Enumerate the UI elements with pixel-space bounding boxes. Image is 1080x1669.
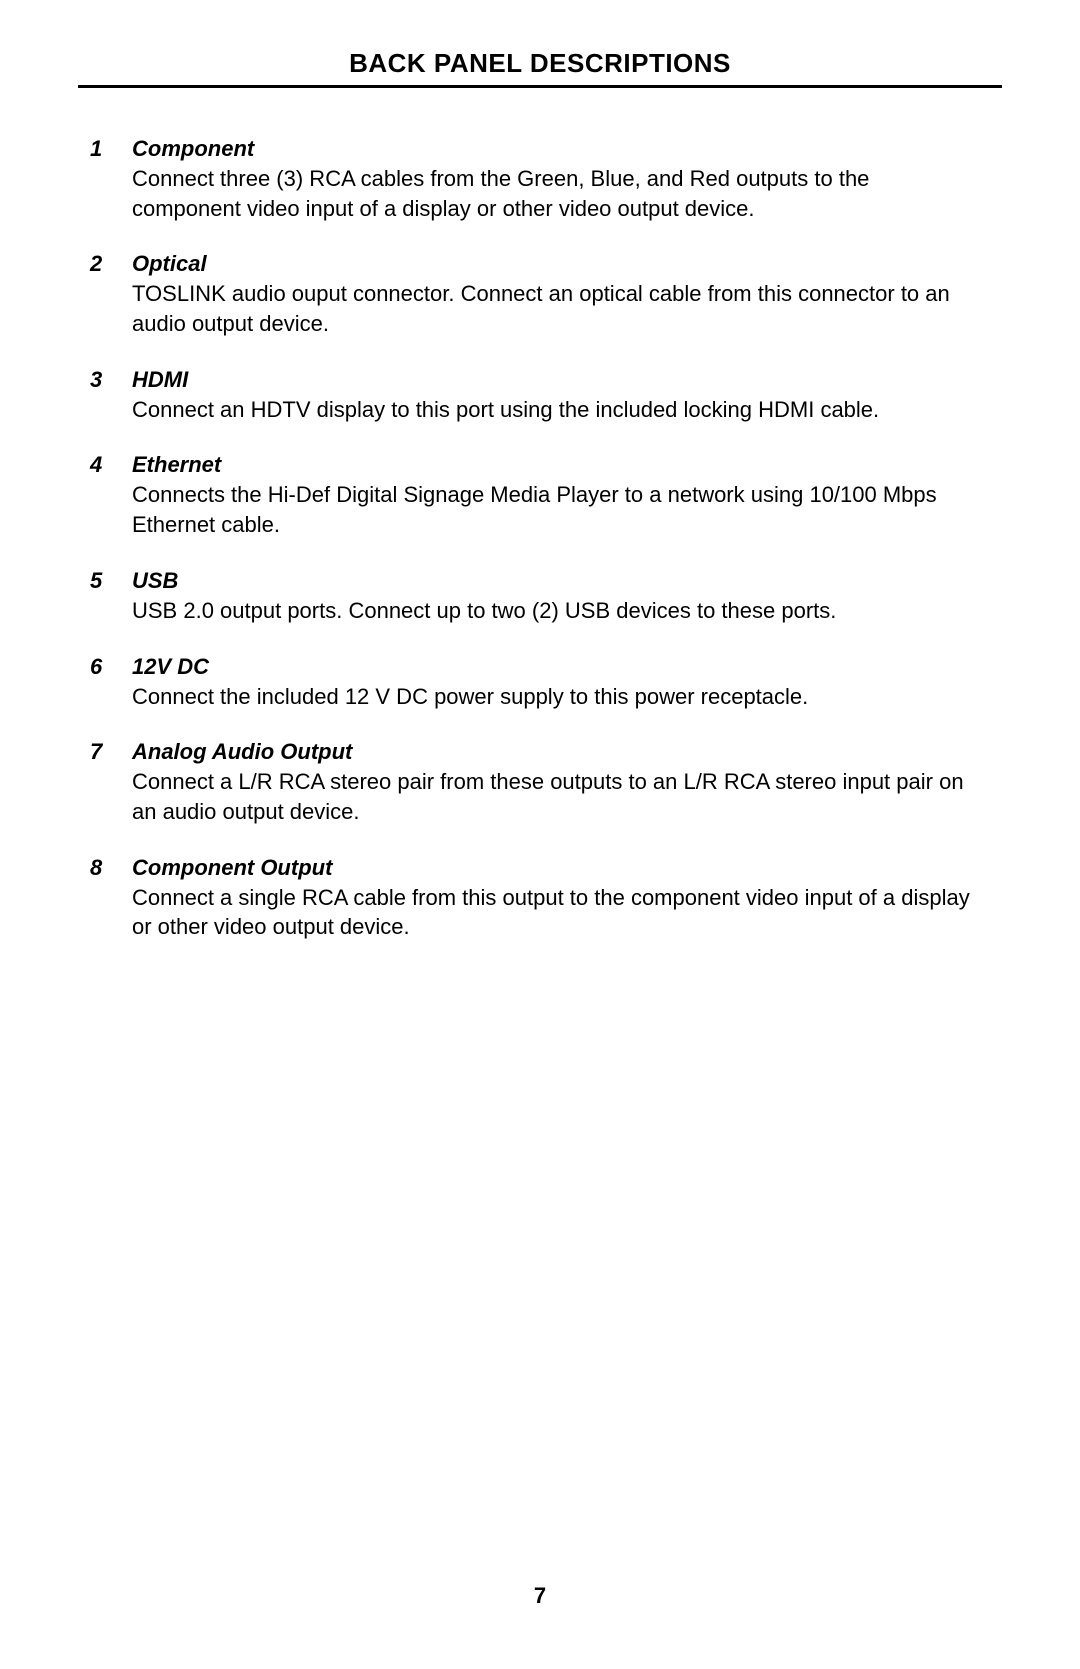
item-content: Analog Audio Output Connect a L/R RCA st… [132, 739, 982, 826]
item-number: 4 [90, 452, 132, 478]
item-row: 4 Ethernet Connects the Hi-Def Digital S… [90, 452, 982, 539]
item-row: 2 Optical TOSLINK audio ouput connector.… [90, 251, 982, 338]
item-number: 6 [90, 654, 132, 680]
item-row: 8 Component Output Connect a single RCA … [90, 855, 982, 942]
item-content: Component Output Connect a single RCA ca… [132, 855, 982, 942]
item-description: Connect a L/R RCA stereo pair from these… [132, 767, 982, 826]
item-row: 6 12V DC Connect the included 12 V DC po… [90, 654, 982, 712]
page-container: BACK PANEL DESCRIPTIONS 1 Component Conn… [0, 0, 1080, 942]
item-description: TOSLINK audio ouput connector. Connect a… [132, 279, 982, 338]
item-description: Connect an HDTV display to this port usi… [132, 395, 982, 425]
items-list: 1 Component Connect three (3) RCA cables… [78, 136, 1002, 942]
item-number: 3 [90, 367, 132, 393]
item-title: Component [132, 136, 982, 162]
item-content: Component Connect three (3) RCA cables f… [132, 136, 982, 223]
item-number: 8 [90, 855, 132, 881]
item-description: USB 2.0 output ports. Connect up to two … [132, 596, 982, 626]
item-title: Optical [132, 251, 982, 277]
item-number: 2 [90, 251, 132, 277]
item-number: 7 [90, 739, 132, 765]
item-row: 7 Analog Audio Output Connect a L/R RCA … [90, 739, 982, 826]
item-title: HDMI [132, 367, 982, 393]
item-content: Ethernet Connects the Hi-Def Digital Sig… [132, 452, 982, 539]
item-content: HDMI Connect an HDTV display to this por… [132, 367, 982, 425]
page-title: BACK PANEL DESCRIPTIONS [78, 48, 1002, 79]
page-header: BACK PANEL DESCRIPTIONS [78, 48, 1002, 88]
item-title: 12V DC [132, 654, 982, 680]
item-number: 1 [90, 136, 132, 162]
item-description: Connect the included 12 V DC power suppl… [132, 682, 982, 712]
item-number: 5 [90, 568, 132, 594]
item-content: 12V DC Connect the included 12 V DC powe… [132, 654, 982, 712]
item-title: USB [132, 568, 982, 594]
item-content: Optical TOSLINK audio ouput connector. C… [132, 251, 982, 338]
item-row: 3 HDMI Connect an HDTV display to this p… [90, 367, 982, 425]
item-description: Connect three (3) RCA cables from the Gr… [132, 164, 982, 223]
item-content: USB USB 2.0 output ports. Connect up to … [132, 568, 982, 626]
page-number: 7 [0, 1583, 1080, 1609]
item-title: Component Output [132, 855, 982, 881]
item-row: 1 Component Connect three (3) RCA cables… [90, 136, 982, 223]
item-title: Analog Audio Output [132, 739, 982, 765]
item-title: Ethernet [132, 452, 982, 478]
item-description: Connects the Hi-Def Digital Signage Medi… [132, 480, 982, 539]
item-description: Connect a single RCA cable from this out… [132, 883, 982, 942]
item-row: 5 USB USB 2.0 output ports. Connect up t… [90, 568, 982, 626]
